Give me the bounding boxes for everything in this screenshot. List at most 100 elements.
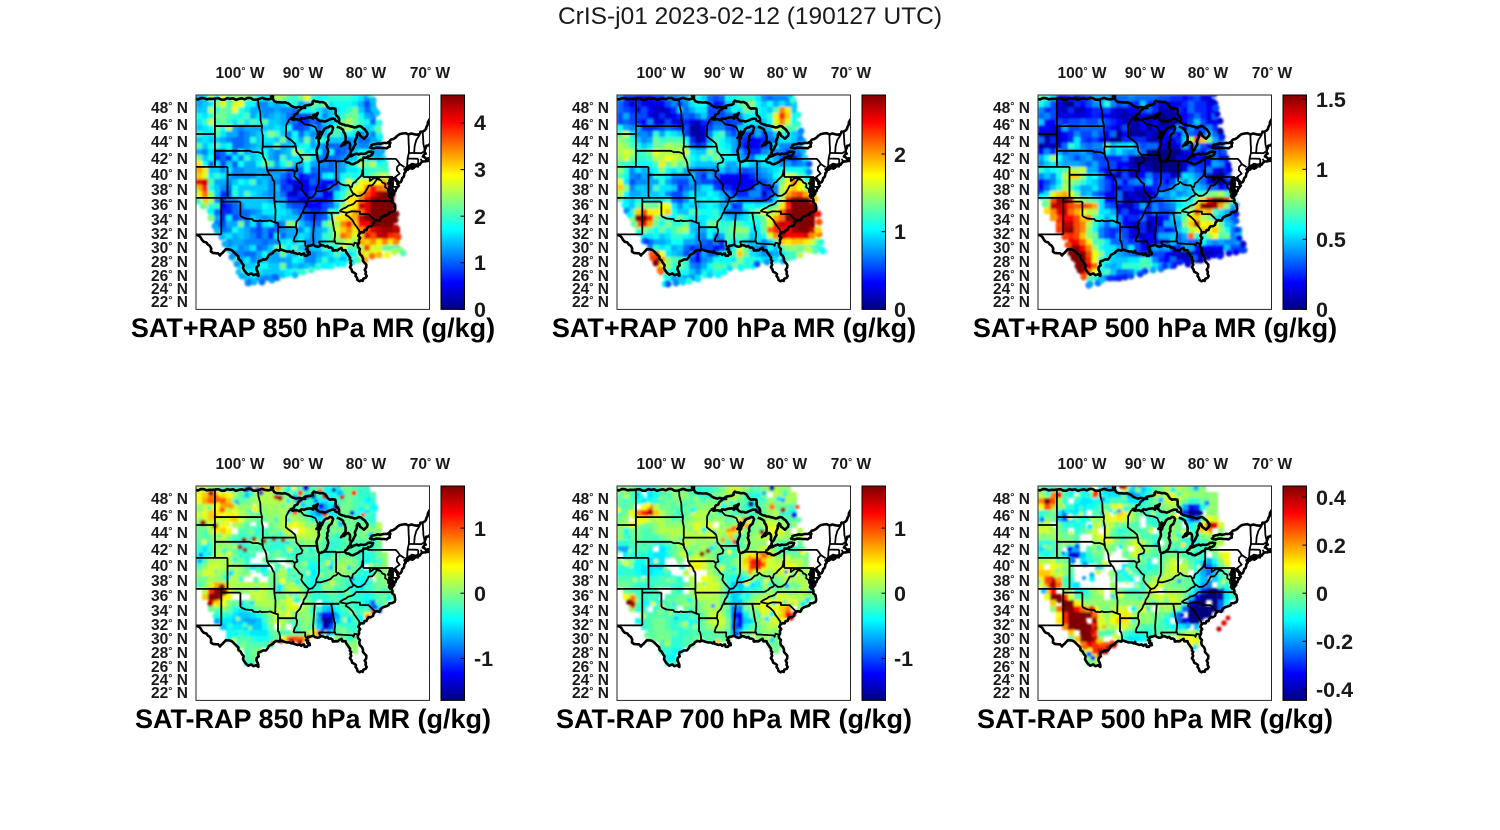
svg-text:26° N: 26° N [572,659,609,676]
svg-text:34° N: 34° N [993,212,1030,229]
svg-text:24° N: 24° N [993,281,1030,298]
svg-text:30° N: 30° N [993,240,1030,257]
svg-text:40° N: 40° N [993,167,1030,184]
svg-text:1: 1 [474,251,486,275]
svg-text:28° N: 28° N [993,645,1030,662]
svg-text:1: 1 [474,517,486,541]
svg-text:24° N: 24° N [151,672,188,689]
svg-text:42° N: 42° N [572,151,609,168]
svg-text:SAT-RAP 700 hPa MR (g/kg): SAT-RAP 700 hPa MR (g/kg) [556,704,912,734]
svg-text:1.5: 1.5 [1316,88,1346,112]
svg-text:100° W: 100° W [215,456,264,473]
svg-text:48° N: 48° N [993,491,1030,508]
svg-text:100° W: 100° W [636,65,685,82]
svg-text:SAT-RAP 850 hPa MR (g/kg): SAT-RAP 850 hPa MR (g/kg) [135,704,491,734]
svg-text:44° N: 44° N [993,525,1030,542]
svg-text:2: 2 [894,143,906,167]
svg-text:70° W: 70° W [1252,456,1293,473]
svg-text:46° N: 46° N [993,117,1030,134]
svg-text:36° N: 36° N [572,197,609,214]
svg-text:48° N: 48° N [572,491,609,508]
svg-text:-1: -1 [894,647,913,671]
svg-text:26° N: 26° N [993,659,1030,676]
svg-text:46° N: 46° N [572,508,609,525]
svg-text:90° W: 90° W [283,456,324,473]
svg-text:0: 0 [1316,298,1328,322]
svg-text:24° N: 24° N [572,281,609,298]
svg-text:70° W: 70° W [831,456,872,473]
svg-text:44° N: 44° N [151,134,188,151]
svg-text:36° N: 36° N [993,197,1030,214]
svg-text:100° W: 100° W [636,456,685,473]
svg-text:90° W: 90° W [283,65,324,82]
svg-text:40° N: 40° N [151,167,188,184]
svg-text:48° N: 48° N [151,491,188,508]
svg-text:26° N: 26° N [572,268,609,285]
svg-text:22° N: 22° N [151,294,188,311]
svg-text:34° N: 34° N [993,603,1030,620]
svg-text:36° N: 36° N [993,588,1030,605]
svg-text:0.5: 0.5 [1316,228,1346,252]
svg-text:32° N: 32° N [572,226,609,243]
svg-text:26° N: 26° N [993,268,1030,285]
svg-text:24° N: 24° N [993,672,1030,689]
svg-text:24° N: 24° N [151,281,188,298]
svg-text:42° N: 42° N [151,151,188,168]
svg-text:44° N: 44° N [151,525,188,542]
svg-text:30° N: 30° N [572,631,609,648]
svg-text:46° N: 46° N [993,508,1030,525]
svg-text:4: 4 [474,111,486,135]
svg-text:42° N: 42° N [151,542,188,559]
svg-text:38° N: 38° N [572,573,609,590]
svg-text:28° N: 28° N [151,645,188,662]
svg-text:26° N: 26° N [151,659,188,676]
svg-text:70° W: 70° W [1252,65,1293,82]
svg-text:SAT+RAP 700 hPa MR (g/kg): SAT+RAP 700 hPa MR (g/kg) [552,313,916,343]
svg-text:3: 3 [474,158,486,182]
svg-text:100° W: 100° W [1057,65,1106,82]
svg-text:80° W: 80° W [767,456,808,473]
svg-text:80° W: 80° W [767,65,808,82]
svg-text:36° N: 36° N [151,588,188,605]
svg-text:44° N: 44° N [993,134,1030,151]
svg-text:48° N: 48° N [151,100,188,117]
svg-text:32° N: 32° N [151,617,188,634]
svg-text:0: 0 [1316,582,1328,606]
svg-text:100° W: 100° W [215,65,264,82]
svg-text:0.4: 0.4 [1316,486,1346,510]
svg-text:34° N: 34° N [572,603,609,620]
svg-text:28° N: 28° N [572,254,609,271]
svg-text:22° N: 22° N [572,294,609,311]
svg-text:30° N: 30° N [151,240,188,257]
svg-text:28° N: 28° N [993,254,1030,271]
svg-text:CrIS-j01 2023-02-12 (190127 UT: CrIS-j01 2023-02-12 (190127 UTC) [558,3,942,30]
svg-text:80° W: 80° W [1188,65,1229,82]
svg-text:30° N: 30° N [993,631,1030,648]
svg-text:30° N: 30° N [151,631,188,648]
svg-text:48° N: 48° N [572,100,609,117]
svg-text:70° W: 70° W [831,65,872,82]
svg-text:2: 2 [474,205,486,229]
svg-text:36° N: 36° N [572,588,609,605]
svg-text:46° N: 46° N [572,117,609,134]
svg-text:34° N: 34° N [151,603,188,620]
svg-text:34° N: 34° N [151,212,188,229]
svg-text:40° N: 40° N [993,558,1030,575]
svg-text:24° N: 24° N [572,672,609,689]
svg-text:30° N: 30° N [572,240,609,257]
svg-text:32° N: 32° N [993,226,1030,243]
svg-text:1: 1 [894,220,906,244]
svg-text:22° N: 22° N [993,294,1030,311]
svg-text:36° N: 36° N [151,197,188,214]
svg-text:28° N: 28° N [572,645,609,662]
svg-text:0.2: 0.2 [1316,534,1346,558]
svg-text:32° N: 32° N [993,617,1030,634]
svg-text:28° N: 28° N [151,254,188,271]
svg-text:90° W: 90° W [1125,456,1166,473]
svg-text:26° N: 26° N [151,268,188,285]
svg-text:38° N: 38° N [151,182,188,199]
svg-text:70° W: 70° W [410,456,451,473]
svg-text:0: 0 [894,298,906,322]
svg-text:48° N: 48° N [993,100,1030,117]
svg-text:90° W: 90° W [704,65,745,82]
